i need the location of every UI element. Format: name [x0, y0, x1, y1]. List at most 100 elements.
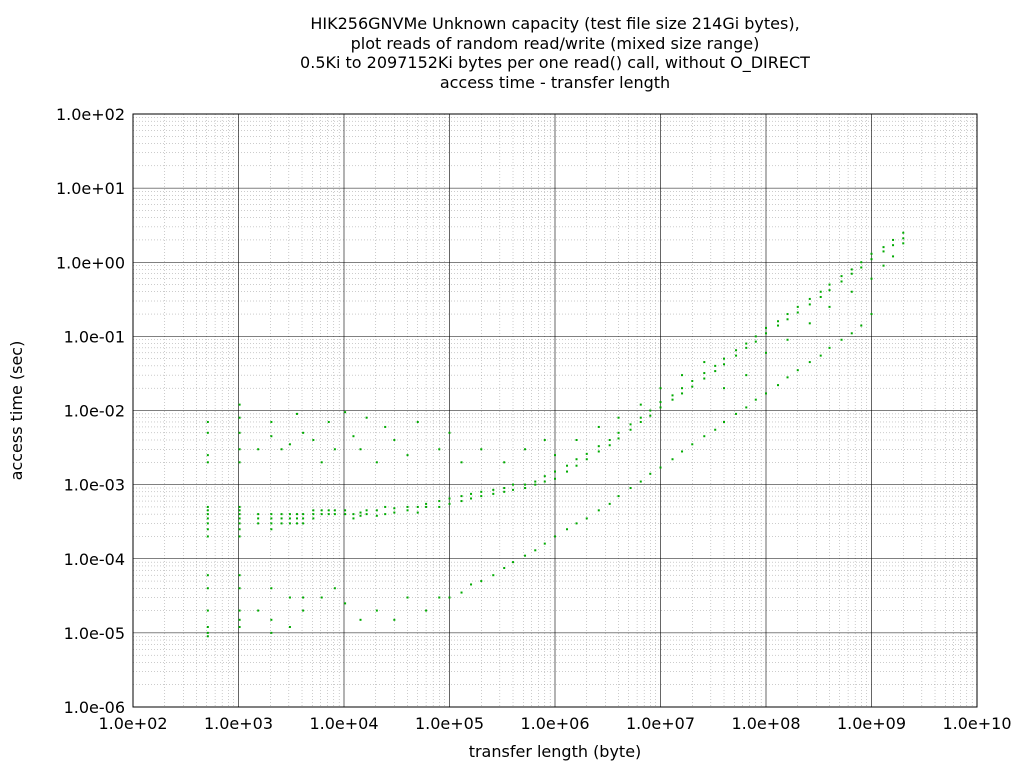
data-point	[288, 443, 291, 446]
data-point	[393, 511, 396, 514]
data-point	[659, 401, 662, 404]
data-point	[617, 416, 620, 419]
data-point	[344, 602, 347, 605]
data-point	[470, 492, 473, 495]
data-point	[206, 513, 209, 516]
data-point	[639, 403, 642, 406]
data-point	[892, 255, 895, 258]
x-tick-label: 1.0e+07	[626, 714, 695, 733]
data-point	[534, 480, 537, 483]
major-grid	[132, 113, 978, 708]
data-point	[754, 335, 757, 338]
data-point	[902, 237, 905, 240]
data-point	[543, 542, 546, 545]
data-point	[524, 483, 527, 486]
data-point	[659, 406, 662, 409]
data-point	[352, 513, 355, 516]
data-point	[302, 596, 305, 599]
data-point	[585, 458, 588, 461]
data-point	[333, 587, 336, 590]
data-point	[257, 517, 260, 520]
data-point	[524, 554, 527, 557]
data-point	[365, 513, 368, 516]
data-point	[786, 318, 789, 321]
data-point	[480, 580, 483, 583]
data-point	[270, 435, 273, 438]
data-point	[425, 502, 428, 505]
data-point	[320, 596, 323, 599]
y-tick-label: 1.0e+00	[56, 253, 125, 272]
data-point	[327, 513, 330, 516]
data-point	[438, 500, 441, 503]
chart-title: HIK256GNVMe Unknown capacity (test file …	[0, 14, 1024, 92]
data-point	[691, 385, 694, 388]
data-point	[288, 522, 291, 525]
data-point	[206, 635, 209, 638]
data-point	[238, 626, 241, 629]
data-point	[808, 297, 811, 300]
data-point	[384, 513, 387, 516]
data-point	[438, 596, 441, 599]
data-point	[524, 448, 527, 451]
data-point	[777, 384, 780, 387]
data-point	[375, 461, 378, 464]
data-point	[765, 351, 767, 354]
data-point	[534, 483, 537, 486]
chart-title-line-2: plot reads of random read/write (mixed s…	[350, 33, 760, 53]
data-point	[850, 272, 853, 275]
x-axis-label: transfer length (byte)	[469, 742, 642, 761]
data-point	[777, 320, 780, 323]
data-point	[206, 535, 209, 538]
data-point	[796, 369, 799, 372]
data-point	[375, 509, 378, 512]
data-point	[659, 466, 662, 469]
data-point	[870, 313, 873, 316]
data-point	[554, 454, 556, 457]
data-point	[238, 509, 241, 512]
data-point	[359, 511, 362, 514]
data-point	[714, 428, 717, 431]
data-point	[566, 528, 569, 531]
data-point	[206, 528, 209, 531]
data-point	[840, 275, 843, 278]
data-point	[554, 470, 556, 473]
chart-title-line-1: HIK256GNVMe Unknown capacity (test file …	[310, 14, 800, 33]
data-point	[320, 513, 323, 516]
data-point	[302, 513, 305, 516]
data-point	[425, 505, 428, 508]
data-point	[238, 587, 241, 590]
data-point	[681, 387, 684, 390]
data-point	[754, 340, 757, 343]
data-point	[777, 324, 780, 327]
data-point	[840, 280, 843, 283]
data-point	[703, 361, 706, 364]
data-point	[448, 596, 451, 599]
data-point	[597, 509, 600, 512]
x-tick-label: 1.0e+03	[204, 714, 273, 733]
data-point	[543, 475, 546, 478]
data-point	[327, 509, 330, 512]
data-point	[585, 452, 588, 455]
data-point	[206, 522, 209, 525]
plot-frame	[132, 113, 978, 708]
data-point	[288, 626, 291, 629]
data-point	[206, 631, 209, 634]
data-point	[492, 492, 495, 495]
data-point	[359, 618, 362, 621]
data-point	[566, 470, 569, 473]
data-point	[206, 461, 209, 464]
data-point	[703, 372, 706, 375]
data-point	[870, 277, 873, 280]
data-point	[438, 505, 441, 508]
data-point	[796, 311, 799, 314]
data-point	[492, 488, 495, 491]
data-point	[681, 374, 684, 377]
data-point	[714, 364, 717, 367]
data-point	[639, 480, 642, 483]
data-point	[608, 502, 611, 505]
data-point	[681, 450, 684, 453]
y-tick-label: 1.0e-05	[64, 624, 125, 643]
data-point	[312, 517, 315, 520]
data-point	[238, 517, 241, 520]
